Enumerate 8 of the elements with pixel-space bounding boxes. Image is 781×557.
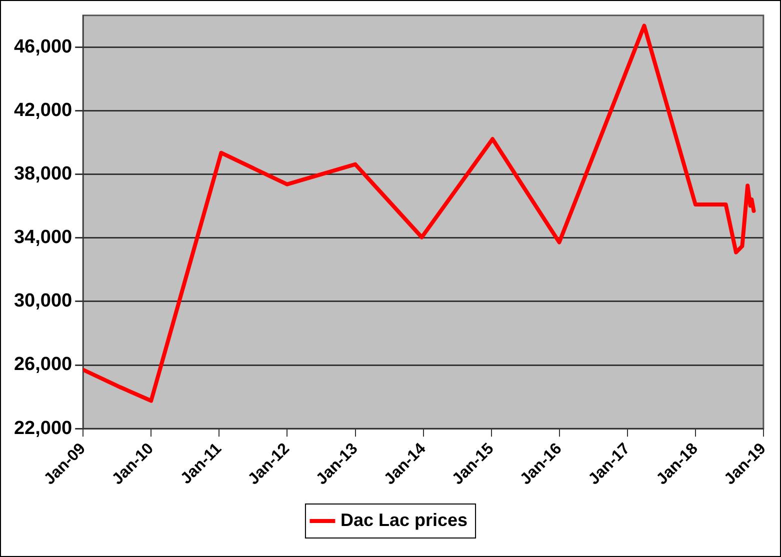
y-tick-label: 30,000: [14, 290, 72, 312]
y-tick-label: 26,000: [14, 354, 72, 376]
legend-label: Dac Lac prices: [340, 510, 468, 530]
y-tick-label: 46,000: [14, 36, 72, 58]
y-tick-label: 38,000: [14, 164, 72, 185]
y-tick-label: 42,000: [14, 100, 72, 121]
y-tick-label: 22,000: [14, 418, 72, 439]
y-tick-label: 34,000: [14, 227, 72, 248]
